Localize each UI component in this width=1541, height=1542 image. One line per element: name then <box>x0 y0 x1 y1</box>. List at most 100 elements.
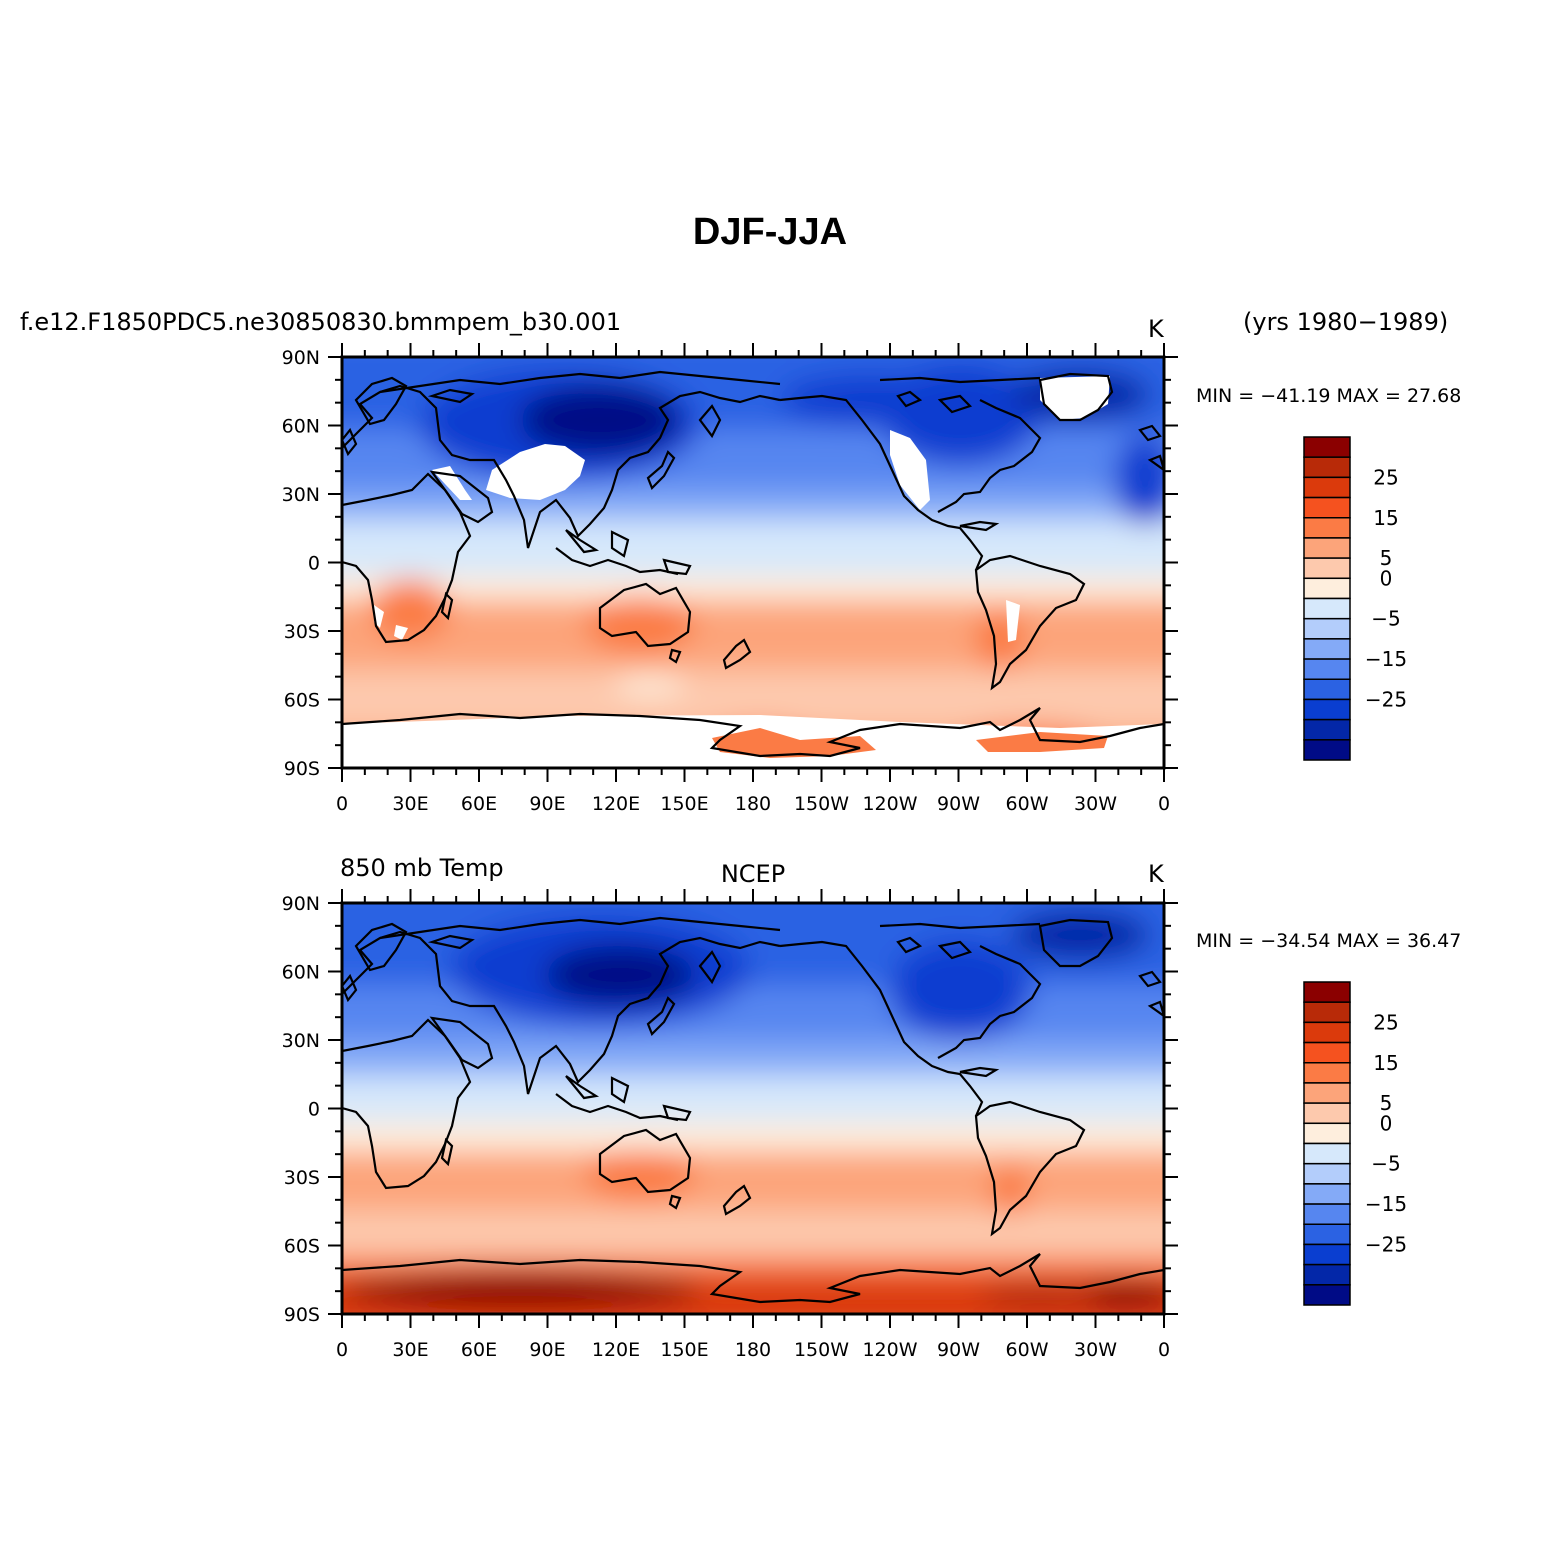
model-lat-label: 30S <box>284 621 320 643</box>
ncep-lat-label: 90N <box>282 893 320 915</box>
ncep-colorbar-box <box>1303 1183 1351 1205</box>
model-lat-label: 0 <box>308 553 320 575</box>
model-lat-label: 30N <box>282 484 320 506</box>
model-colorbar-box <box>1303 476 1351 499</box>
ncep-lat-label: 90S <box>284 1304 320 1326</box>
ncep-colorbar-box <box>1303 1284 1351 1306</box>
model-lon-label: 0 <box>1158 793 1170 815</box>
ncep-lon-label: 60E <box>461 1339 497 1361</box>
ncep-colorbar-label: 0 <box>1380 1111 1393 1135</box>
ncep-lon-label: 30E <box>392 1339 428 1361</box>
ncep-colorbar-box <box>1303 1263 1351 1286</box>
model-colorbar-box <box>1303 638 1351 660</box>
ncep-colorbar-box <box>1303 1223 1351 1246</box>
model-lon-label: 150E <box>660 793 708 815</box>
ncep-lat-label: 60S <box>284 1236 320 1258</box>
ncep-lat-label: 60N <box>282 962 320 984</box>
model-lat-label: 60S <box>284 690 320 712</box>
model-lon-label: 30E <box>392 793 428 815</box>
ncep-colorbar-box <box>1303 1142 1351 1165</box>
model-colorbar-label: 5 <box>1380 546 1393 570</box>
model-lat-label: 60N <box>282 416 320 438</box>
panel-model-minmax: MIN = −41.19 MAX = 27.68 <box>1196 385 1461 407</box>
model-colorbar-label: 25 <box>1373 465 1398 489</box>
model-lon-label: 150W <box>794 793 849 815</box>
model-colorbar-box <box>1303 456 1351 479</box>
model-lon-label: 60W <box>1006 793 1049 815</box>
panel-model: f.e12.F1850PDC5.ne30850830.bmmpem_b30.00… <box>20 308 1461 768</box>
model-colorbar-box <box>1303 436 1351 458</box>
ncep-lat-label: 0 <box>308 1099 320 1121</box>
model-lon-label: 30W <box>1074 793 1117 815</box>
ncep-colorbar-box <box>1303 1041 1351 1064</box>
panel-model-left-title: f.e12.F1850PDC5.ne30850830.bmmpem_b30.00… <box>20 308 621 336</box>
figure-title: DJF-JJA <box>693 211 847 253</box>
model-colorbar-label: −15 <box>1365 647 1407 671</box>
axes-model: 0 30E 60E 90E 120E 150E 180 150W 120W 90W 60W 30W 09… <box>282 343 1178 815</box>
ncep-lon-label: 0 <box>1158 1339 1170 1361</box>
panel-model-units: K <box>1148 315 1165 343</box>
ncep-colorbar-label: −15 <box>1365 1192 1407 1216</box>
model-colorbar-box <box>1303 557 1351 580</box>
model-colorbar-box <box>1303 577 1351 600</box>
ncep-colorbar-label: 15 <box>1373 1051 1398 1075</box>
colorbar-model: 25 15 50 −5 −15 −25 <box>1303 436 1407 761</box>
ncep-lon-label: 90E <box>529 1339 565 1361</box>
panel-ncep-minmax: MIN = −34.54 MAX = 36.47 <box>1196 930 1461 952</box>
model-colorbar-label: 15 <box>1373 506 1398 530</box>
model-lon-label: 0 <box>336 793 348 815</box>
ncep-colorbar-label: 25 <box>1373 1010 1398 1034</box>
model-colorbar-box <box>1303 496 1351 519</box>
model-colorbar-box <box>1303 617 1351 640</box>
panel-ncep: 850 mb Temp NCEP K MIN = −34.54 MAX = 36… <box>340 854 1461 1314</box>
model-colorbar-box <box>1303 517 1351 539</box>
ncep-lon-label: 0 <box>336 1339 348 1361</box>
ncep-colorbar-box <box>1303 1021 1351 1044</box>
model-lon-label: 120E <box>592 793 640 815</box>
ncep-colorbar-box <box>1303 1082 1351 1104</box>
ncep-lon-label: 150E <box>660 1339 708 1361</box>
axes-ncep: 0 30E 60E 90E 120E 150E 180 150W 120W 90W 60W 30W 09… <box>282 889 1178 1361</box>
ncep-colorbar-box <box>1303 981 1351 1003</box>
model-colorbar-label: −25 <box>1365 687 1407 711</box>
model-colorbar-box <box>1303 658 1351 680</box>
ncep-lon-label: 150W <box>794 1339 849 1361</box>
panel-model-years: (yrs 1980−1989) <box>1243 308 1448 336</box>
model-lon-label: 90W <box>937 793 980 815</box>
ncep-colorbar-box <box>1303 1162 1351 1185</box>
panel-ncep-units: K <box>1148 860 1165 888</box>
model-lon-label: 180 <box>735 793 771 815</box>
ncep-colorbar-box <box>1303 1102 1351 1125</box>
map-field-ncep <box>342 903 1164 1314</box>
model-colorbar-box <box>1303 739 1351 761</box>
colorbar-ncep: 25 15 50 −5 −15 −25 <box>1303 981 1407 1306</box>
ncep-colorbar-label: 5 <box>1380 1091 1393 1115</box>
ncep-lon-label: 90W <box>937 1339 980 1361</box>
panel-ncep-left-title: 850 mb Temp <box>340 854 504 882</box>
ncep-lon-label: 120W <box>862 1339 917 1361</box>
model-lon-label: 120W <box>862 793 917 815</box>
model-colorbar-box <box>1303 537 1351 559</box>
model-lat-label: 90N <box>282 347 320 369</box>
panel-ncep-center-title: NCEP <box>721 860 785 888</box>
model-colorbar-box <box>1303 698 1351 721</box>
model-colorbar-label: −5 <box>1371 607 1400 631</box>
ncep-lat-label: 30S <box>284 1167 320 1189</box>
model-lat-label: 90S <box>284 758 320 780</box>
model-colorbar-box <box>1303 678 1351 701</box>
ncep-colorbar-box <box>1303 1062 1351 1084</box>
model-colorbar-box <box>1303 597 1351 620</box>
model-colorbar-label: 0 <box>1380 566 1393 590</box>
ncep-lon-label: 30W <box>1074 1339 1117 1361</box>
model-lon-label: 60E <box>461 793 497 815</box>
ncep-colorbar-box <box>1303 1001 1351 1024</box>
ncep-lon-label: 180 <box>735 1339 771 1361</box>
ncep-colorbar-box <box>1303 1203 1351 1225</box>
ncep-colorbar-label: −5 <box>1371 1152 1400 1176</box>
model-lon-label: 90E <box>529 793 565 815</box>
ncep-lat-label: 30N <box>282 1030 320 1052</box>
model-colorbar-box <box>1303 718 1351 741</box>
ncep-lon-label: 120E <box>592 1339 640 1361</box>
ncep-colorbar-label: −25 <box>1365 1232 1407 1256</box>
